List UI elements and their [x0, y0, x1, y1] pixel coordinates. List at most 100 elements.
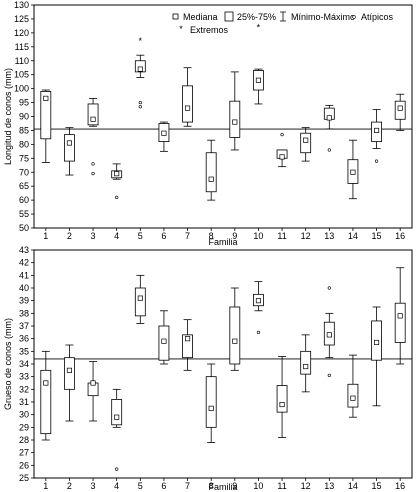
x-tick-label: 15 [372, 231, 382, 241]
outlier-point [374, 159, 379, 163]
y-tick-label: 75 [19, 153, 29, 163]
box-group [182, 67, 193, 127]
median-marker [161, 338, 167, 344]
x-tick-label: 8 [209, 481, 214, 491]
box-group [64, 127, 75, 176]
iqr-box [300, 350, 312, 375]
box-group [158, 310, 170, 365]
median-marker [161, 130, 167, 136]
outlier-point [327, 148, 331, 152]
y-tick-label: 40 [19, 283, 29, 293]
box-group [253, 281, 264, 334]
x-tick-label: 9 [232, 481, 237, 491]
outlier-point [138, 105, 142, 109]
median-marker [279, 154, 285, 160]
x-tick-label: 2 [67, 481, 72, 491]
box-group [300, 334, 312, 393]
box-group [87, 97, 99, 176]
x-tick-label: 1 [43, 231, 48, 241]
x-tick-label: 11 [277, 481, 286, 491]
legend-label: Mínimo-Máximo [291, 12, 355, 22]
outlier-marker-icon [352, 15, 356, 19]
median-marker [208, 405, 214, 411]
y-tick-label: 60 [19, 195, 29, 205]
y-tick-label: 36 [19, 334, 29, 344]
box-group [347, 139, 359, 200]
y-tick-label: 110 [15, 56, 29, 66]
box-group [347, 354, 359, 418]
outlier-point [115, 195, 119, 199]
y-tick-label: 70 [19, 167, 29, 177]
y-tick-label: 41 [19, 270, 29, 280]
iqr-box [111, 399, 123, 426]
x-tick-label: 12 [301, 231, 311, 241]
box-group [276, 355, 288, 438]
box-group [229, 287, 241, 371]
outlier-point [256, 330, 261, 334]
x-axis-title: Familia [208, 482, 237, 492]
median-marker [185, 105, 191, 111]
x-axis: 1 2 3 4 5 6 7 8 9 10 11 12 13 14 15 16 [43, 478, 405, 491]
box-group [64, 344, 75, 422]
iqr-box [300, 132, 312, 154]
box-group [323, 104, 335, 152]
box-group [371, 306, 382, 407]
iqr-box [205, 152, 217, 193]
iqr-box [64, 134, 75, 162]
extreme-point: * [139, 36, 143, 46]
legend-label: Extremos [190, 25, 229, 35]
median-marker [397, 105, 403, 111]
median-marker [43, 95, 49, 101]
median-marker [350, 395, 356, 401]
box-icon [224, 11, 234, 22]
whisker-icon [280, 11, 286, 22]
y-tick-label: 120 [14, 28, 29, 38]
box-group: * [134, 36, 146, 109]
extreme-point: * [257, 22, 261, 32]
y-tick-label: 80 [19, 139, 29, 149]
median-marker [374, 339, 380, 346]
iqr-box [229, 100, 241, 138]
outlier-point [91, 172, 95, 176]
iqr-box [205, 376, 217, 428]
legend-item-outliers: Atípicos [352, 12, 394, 22]
box-group [394, 93, 406, 131]
outlier-point [91, 162, 95, 166]
y-tick-label: 85 [19, 125, 29, 135]
y-tick-label: 105 [14, 70, 29, 80]
y-tick-label: 43 [19, 245, 29, 255]
box-group [134, 274, 146, 324]
y-tick-label: 90 [19, 112, 29, 122]
y-tick-label: 35 [19, 346, 29, 356]
median-marker [255, 298, 261, 304]
y-tick-label: 30 [19, 410, 29, 420]
x-tick-label: 2 [67, 231, 72, 241]
legend-item-extremes: * Extremos [179, 24, 228, 35]
median-marker [66, 140, 72, 146]
legend-item-median: Mediana [172, 12, 218, 22]
median-marker [374, 127, 380, 133]
x-tick-label: 6 [161, 231, 166, 241]
box-group [182, 319, 193, 371]
legend-item-range: Mínimo-Máximo [280, 11, 355, 22]
median-marker [350, 169, 356, 175]
x-tick-label: 15 [372, 481, 382, 491]
y-tick-label: 100 [14, 84, 29, 94]
y-tick-label: 39 [19, 296, 29, 306]
iqr-box [40, 369, 52, 435]
median-marker [232, 338, 238, 344]
legend: Mediana 25%-75% Mínimo-Máximo Atípicos *… [172, 11, 394, 35]
box-group [158, 121, 170, 152]
y-tick-label: 130 [14, 0, 29, 10]
median-marker [208, 176, 214, 182]
x-axis-title: Familia [208, 237, 237, 247]
x-tick-label: 14 [348, 481, 358, 491]
y-axis-title: Longitud de conos (mm) [3, 68, 13, 165]
median-marker [114, 414, 120, 420]
box-group [111, 163, 123, 199]
x-tick-label: 4 [114, 231, 119, 241]
median-marker [137, 66, 143, 72]
box-group [394, 267, 406, 365]
x-tick-label: 10 [253, 231, 263, 241]
x-axis: 1 2 3 4 5 6 7 8 9 10 11 12 13 14 15 16 [43, 228, 405, 241]
